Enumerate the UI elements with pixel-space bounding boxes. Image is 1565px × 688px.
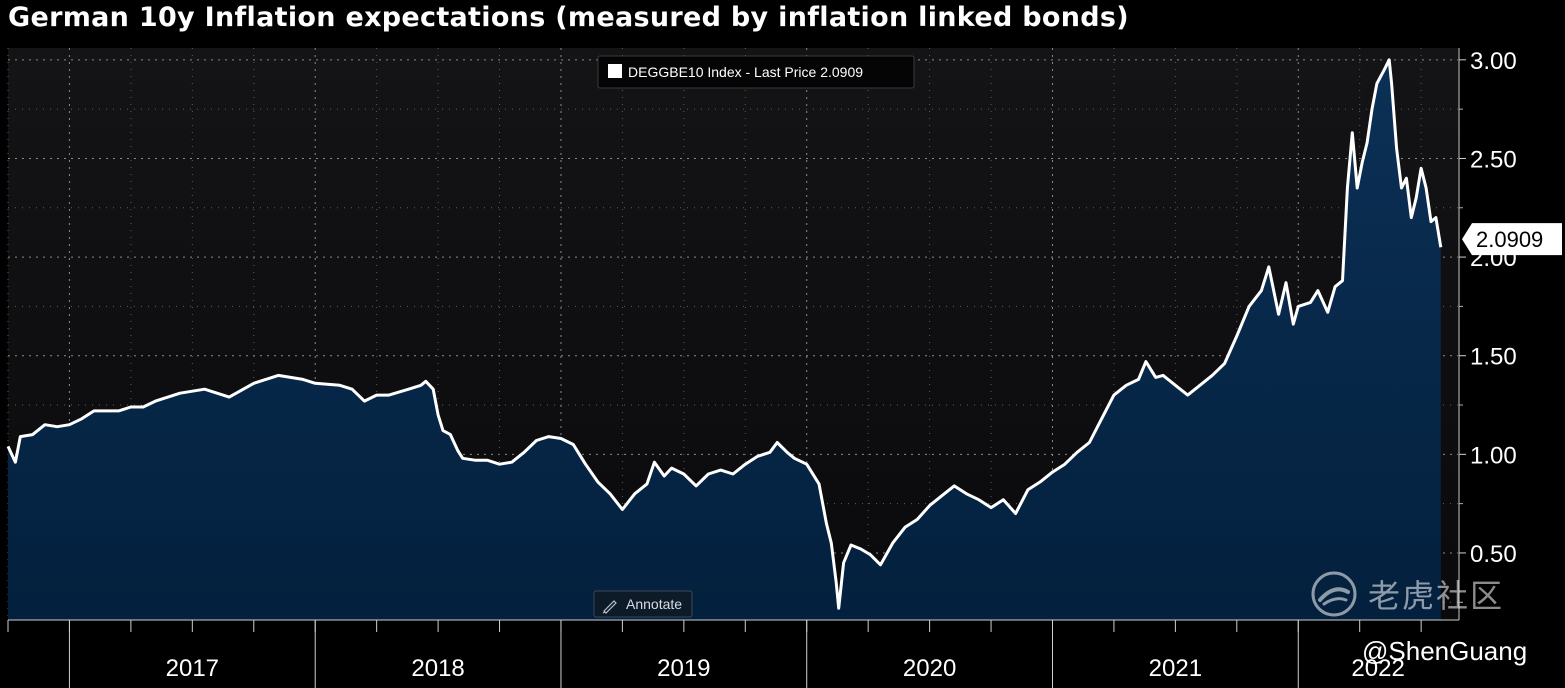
y-axis-ticks: 0.501.001.502.002.503.00 xyxy=(1459,48,1517,603)
y-tick-label: 0.50 xyxy=(1470,541,1517,568)
chart-title: German 10y Inflation expectations (measu… xyxy=(8,2,1129,33)
annotate-button[interactable]: Annotate xyxy=(593,590,693,618)
series-area-fill xyxy=(8,59,1441,621)
x-tick-label: 2022 xyxy=(1351,655,1404,682)
watermark: 老虎社区 xyxy=(1310,570,1504,618)
x-tick-label: 2017 xyxy=(166,655,219,682)
x-tick-label: 2020 xyxy=(903,655,956,682)
y-tick-label: 1.50 xyxy=(1470,344,1517,371)
x-tick-label: 2018 xyxy=(411,655,464,682)
series-line xyxy=(6,58,1443,610)
last-price-value: 2.0909 xyxy=(1476,227,1543,252)
x-tick-label: 2021 xyxy=(1149,655,1202,682)
y-tick-label: 1.00 xyxy=(1470,442,1517,469)
x-tick-label: 2019 xyxy=(657,655,710,682)
annotate-label: Annotate xyxy=(626,596,682,612)
last-price-tag: 2.0909 xyxy=(1462,223,1562,256)
legend: DEGGBE10 Index - Last Price 2.0909 xyxy=(597,55,915,89)
y-tick-label: 3.00 xyxy=(1470,48,1517,75)
author-handle: @ShenGuang xyxy=(1362,636,1528,666)
watermark-text: 老虎社区 xyxy=(1368,577,1505,615)
tiger-logo-icon xyxy=(1311,571,1357,617)
legend-swatch xyxy=(608,64,622,78)
y-tick-label: 2.50 xyxy=(1470,146,1517,173)
legend-label: DEGGBE10 Index - Last Price 2.0909 xyxy=(628,64,863,80)
x-axis-ticks: 2017 2018 2019 2020 2021 2022 xyxy=(7,620,1422,688)
pencil-icon xyxy=(602,600,617,614)
